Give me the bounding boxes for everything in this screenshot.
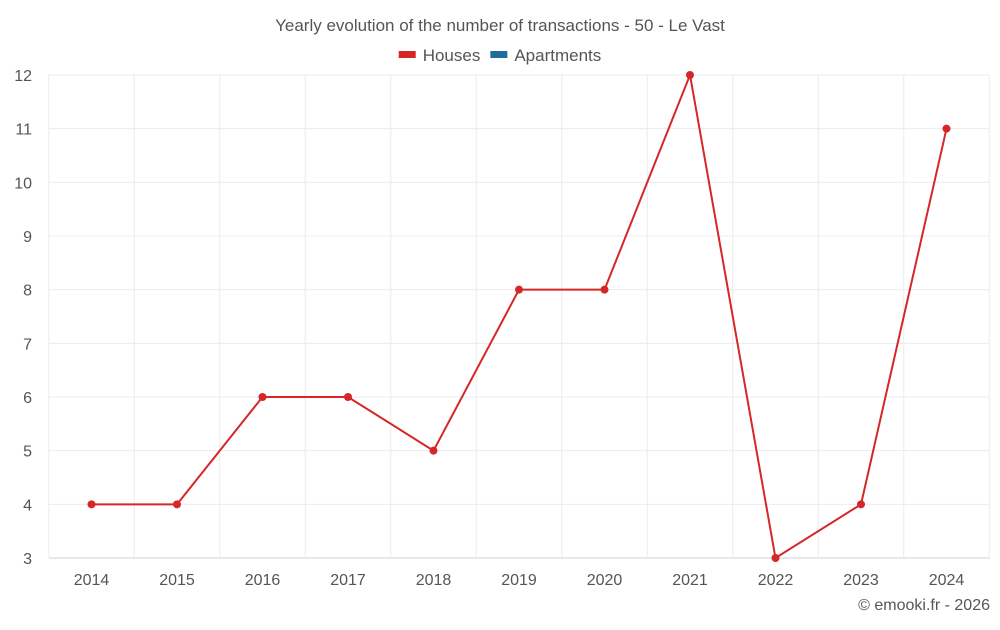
x-tick-label: 2018 <box>416 572 452 589</box>
data-point <box>771 554 780 562</box>
data-point <box>515 285 523 294</box>
data-point <box>942 124 951 133</box>
legend-swatch <box>398 51 416 58</box>
legend-item-houses[interactable]: Houses <box>398 46 481 65</box>
y-tick-label: 10 <box>14 175 32 192</box>
y-tick-label: 7 <box>23 336 32 353</box>
data-point <box>344 393 352 401</box>
x-tick-label: 2023 <box>843 572 879 589</box>
data-point <box>429 446 438 455</box>
chart-title: Yearly evolution of the number of transa… <box>275 16 725 35</box>
data-point <box>857 500 865 509</box>
data-point <box>87 500 96 509</box>
axes: 3 4 5 6 7 8 9 10 11 12 2014 2015 2016 2017 2018 2019 202… <box>14 68 964 589</box>
grid <box>48 74 990 559</box>
y-tick-label: 3 <box>23 551 32 568</box>
footer-credit: © emooki.fr - 2026 <box>858 597 990 614</box>
y-tick-label: 12 <box>14 68 32 85</box>
x-tick-label: 2022 <box>758 572 794 589</box>
data-point <box>173 500 181 509</box>
legend-item-apartments[interactable]: Apartments <box>490 46 601 65</box>
y-tick-label: 5 <box>23 444 32 461</box>
x-tick-label: 2019 <box>501 572 537 589</box>
x-tick-label: 2015 <box>159 572 195 589</box>
legend-label: Houses <box>423 46 481 65</box>
y-tick-label: 6 <box>23 390 32 407</box>
x-tick-label: 2021 <box>672 572 708 589</box>
x-tick-label: 2014 <box>74 572 110 589</box>
y-tick-label: 4 <box>23 497 32 514</box>
x-tick-label: 2017 <box>330 572 366 589</box>
x-tick-label: 2020 <box>587 572 623 589</box>
data-point <box>600 285 609 294</box>
legend: Houses Apartments <box>398 46 601 65</box>
y-tick-label: 11 <box>15 122 32 139</box>
legend-swatch <box>490 51 508 58</box>
data-point <box>686 71 694 79</box>
y-tick-label: 8 <box>23 283 32 300</box>
x-tick-label: 2016 <box>245 572 281 589</box>
data-point <box>258 393 267 401</box>
legend-label: Apartments <box>514 46 601 65</box>
y-tick-label: 9 <box>23 229 32 246</box>
x-tick-label: 2024 <box>929 572 965 589</box>
series-layer <box>87 71 951 562</box>
